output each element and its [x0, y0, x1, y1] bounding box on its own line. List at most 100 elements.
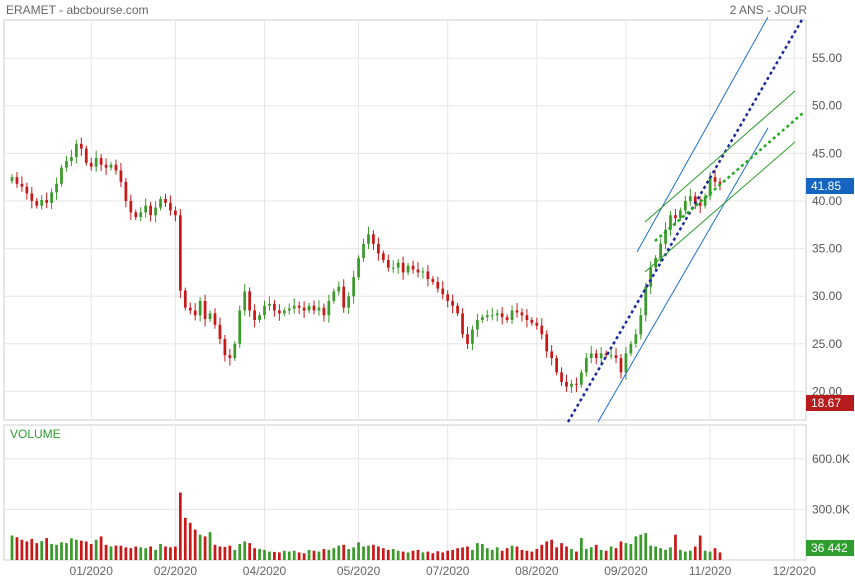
x-tick-label: 12/2020: [773, 564, 817, 578]
candle-body: [282, 310, 286, 314]
candle-body: [228, 355, 232, 359]
volume-bar: [540, 544, 544, 560]
volume-bar: [60, 542, 63, 560]
candle-body: [545, 334, 549, 352]
volume-bar: [228, 545, 232, 560]
volume-bar: [550, 539, 554, 560]
volume-bar: [79, 540, 83, 560]
candle-body: [253, 310, 256, 320]
candle-body: [381, 253, 385, 260]
volume-bar: [20, 539, 24, 560]
candle-body: [495, 313, 499, 316]
volume-bar: [490, 549, 494, 560]
volume-label: VOLUME: [10, 427, 61, 441]
candle-body: [540, 325, 544, 335]
volume-bar: [634, 536, 638, 560]
volume-tick-label: 300.0K: [812, 502, 850, 516]
volume-bar: [154, 549, 157, 560]
candle-body: [273, 303, 276, 311]
volume-bar: [248, 543, 252, 560]
channel-blue-lower: [597, 127, 769, 423]
volume-bar: [144, 548, 148, 560]
candle-body: [352, 277, 355, 297]
candle-body: [391, 267, 395, 269]
volume-bar: [406, 552, 410, 560]
period-label[interactable]: 2 ANS - JOUR: [729, 3, 807, 17]
volume-bar: [253, 548, 256, 560]
candle-body: [277, 310, 281, 314]
candle-body: [317, 307, 321, 311]
candle-body: [411, 265, 415, 270]
y-tick-label: 25.00: [812, 337, 842, 351]
candle-body: [594, 353, 598, 359]
volume-bar: [411, 550, 415, 560]
candle-body: [679, 210, 682, 219]
candle-body: [65, 160, 68, 168]
volume-bar: [223, 546, 227, 560]
x-tick-label: 02/2020: [154, 564, 198, 578]
candle-body: [530, 320, 534, 323]
candle-body: [490, 315, 494, 317]
volume-bar: [619, 541, 623, 560]
candle-body: [713, 177, 717, 182]
volume-bar: [307, 549, 311, 560]
volume-bar: [431, 553, 435, 560]
candle-body: [659, 243, 662, 259]
volume-bar: [70, 538, 73, 560]
candle-body: [367, 234, 370, 244]
volume-panel: [3, 424, 807, 561]
volume-bar: [520, 549, 524, 560]
volume-bar: [485, 548, 489, 560]
candle-body: [555, 358, 558, 373]
volume-bar: [639, 534, 643, 560]
volume-bar: [327, 549, 331, 560]
volume-bar: [461, 547, 464, 560]
candle-body: [287, 308, 291, 311]
volume-bar: [708, 551, 712, 560]
volume-bar: [718, 552, 722, 560]
volume-bar: [609, 546, 613, 560]
x-tick-label: 04/2020: [243, 564, 287, 578]
volume-bar: [193, 529, 197, 560]
volume-bar: [629, 543, 633, 560]
last-volume-badge: 36 442: [806, 540, 854, 556]
volume-bar: [698, 535, 702, 560]
volume-bar: [659, 548, 662, 560]
y-tick-label: 45.00: [812, 146, 842, 160]
candle-body: [634, 334, 638, 344]
candle-body: [446, 294, 450, 301]
volume-bar: [703, 550, 707, 560]
volume-bar: [268, 551, 271, 560]
volume-bar: [649, 545, 653, 560]
volume-bar: [149, 546, 152, 560]
volume-bar: [683, 551, 687, 560]
candle-body: [233, 343, 237, 359]
candle-body: [431, 279, 435, 282]
candle-body: [30, 193, 34, 201]
candle-body: [268, 303, 271, 306]
volume-bar: [589, 547, 593, 560]
volume-bar: [352, 547, 355, 560]
volume-bar: [273, 551, 276, 560]
x-tick-label: 09/2020: [604, 564, 648, 578]
volume-bar: [476, 543, 479, 560]
candle-body: [401, 262, 405, 273]
volume-bar: [297, 552, 301, 560]
volume-bar: [342, 544, 346, 560]
candle-body: [698, 202, 702, 206]
candle-body: [664, 229, 667, 244]
x-tick-label: 11/2020: [689, 564, 732, 578]
candle-body: [40, 200, 44, 206]
candle-body: [188, 307, 192, 311]
volume-bar: [99, 536, 103, 560]
x-tick-label: 05/2020: [337, 564, 381, 578]
candle-body: [20, 183, 24, 187]
volume-bar: [129, 548, 133, 560]
volume-bar: [372, 544, 375, 560]
volume-bar: [446, 550, 450, 560]
candle-body: [396, 262, 400, 268]
volume-bar: [515, 546, 519, 560]
candle-body: [456, 305, 459, 314]
volume-bar: [159, 543, 162, 560]
candle-body: [362, 243, 365, 259]
